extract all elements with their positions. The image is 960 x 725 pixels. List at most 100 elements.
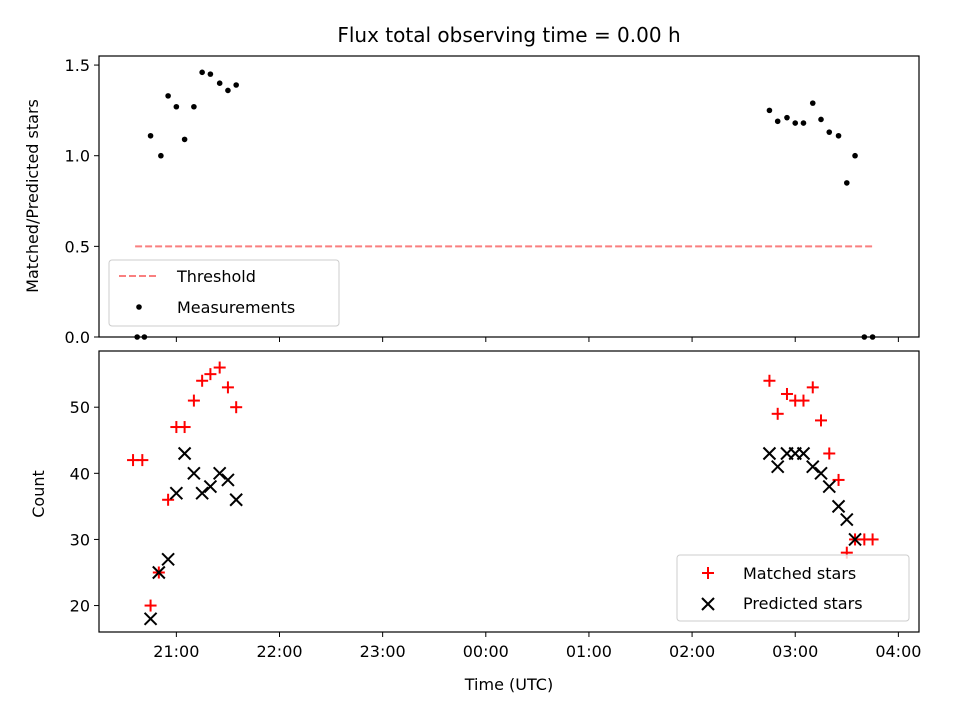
matched-star-point [780,387,793,400]
predicted-star-marker-b [806,459,820,474]
predicted-star-point [848,532,862,547]
measurement-point [861,334,868,340]
bottom-y-tick-label: 40 [70,464,90,483]
top-axes-frame [98,55,920,338]
top-y-tick-label: 1.0 [65,147,90,166]
predicted-star-marker-b [187,466,201,481]
top-y-tick-label: 1.5 [65,56,90,75]
matched-star-point [221,381,234,394]
matched-star-point [797,394,810,407]
threshold-legend-label: Threshold [176,267,256,286]
measurement-point [869,334,876,340]
matched-stars-legend-label: Matched stars [743,564,856,583]
matched-star-point [815,414,828,427]
matched-star-point [213,361,226,374]
predicted-star-point [152,565,166,580]
predicted-star-marker-b [822,479,836,494]
measurement-point [141,334,148,340]
measurement-point [843,180,850,186]
matched-star-point [196,374,209,387]
measurement-point [147,132,154,139]
matched-stars-legend-marker [702,567,714,579]
bottom-legend: Matched stars Predicted stars [676,554,910,622]
predicted-star-point [161,552,175,566]
predicted-star-marker-b [770,459,785,474]
predicted-star-marker-b [814,466,828,481]
bottom-x-tick-label: 03:00 [772,642,818,661]
bottom-x-tick-label: 00:00 [463,642,509,661]
measurement-point [826,129,833,135]
measurement-point [784,114,790,121]
predicted-star-point [831,499,846,514]
bottom-x-tick-label: 22:00 [256,642,302,661]
bottom-y-tick-label: 20 [70,597,90,616]
predicted-star-point [770,459,785,474]
predicted-star-marker-b [161,552,175,566]
predicted-star-marker-b [840,512,854,527]
predicted-star-point [806,459,820,474]
top-legend: Threshold Measurements [108,259,340,327]
predicted-star-point [203,479,218,494]
predicted-star-point [143,612,158,626]
predicted-star-point [169,486,184,500]
predicted-star-point [796,446,811,461]
predicted-star-point [177,446,192,461]
predicted-stars-legend-label: Predicted stars [743,594,863,613]
predicted-star-point [212,466,227,481]
top-panel: 0.0 0.5 1.0 1.5 [65,55,920,347]
predicted-star-point [840,512,854,527]
matched-star-point [187,394,200,407]
matched-star-point [866,533,879,546]
measurement-point [818,116,824,123]
predicted-star-point [195,486,209,500]
matched-star-point [162,493,175,506]
matched-star-point [178,421,191,434]
measurement-point [774,118,781,125]
measurement-point [809,100,816,106]
measurement-point [835,132,842,139]
predicted-star-point [221,473,235,487]
predicted-star-marker-b [177,446,192,461]
predicted-star-marker-b [203,479,218,494]
predicted-star-marker-b [212,466,227,481]
bottom-x-tick-label: 04:00 [875,642,921,661]
matched-star-point [136,454,149,467]
matched-star-point [763,374,776,387]
bottom-legend-frame [676,554,910,622]
top-y-axis-label: Matched/Predicted stars [23,99,42,293]
predicted-star-marker-b [848,532,862,547]
bottom-y-axis-label: Count [29,470,48,518]
measurement-point [233,82,239,88]
predicted-star-marker-b [762,446,777,461]
predicted-star-point [229,493,243,507]
measurement-point [158,152,164,159]
matched-star-point [806,381,819,394]
measurement-point [207,71,214,77]
matched-star-point [144,599,157,612]
predicted-star-marker-b [796,446,811,461]
predicted-star-marker-b [152,565,166,580]
matched-star-point [771,407,784,420]
bottom-y-tick-label: 50 [70,398,90,417]
measurement-point [199,69,205,76]
bottom-x-tick-label: 21:00 [153,642,199,661]
predicted-star-point [187,466,201,481]
bottom-y-tick-label: 30 [70,530,90,549]
bottom-x-tick-label: 23:00 [360,642,406,661]
measurement-point [852,152,858,159]
top-legend-frame [108,259,340,327]
measurement-point [134,334,140,340]
predicted-star-point [762,446,777,461]
predicted-star-marker-b [195,486,209,500]
predicted-star-marker-b [831,499,846,514]
top-y-tick-label: 0.0 [65,328,90,347]
predicted-star-marker-b [169,486,184,500]
predicted-star-marker-b [229,493,243,507]
measurements-legend-label: Measurements [177,298,295,317]
matched-star-point [230,401,243,414]
measurement-point [800,120,807,126]
matched-star-point [204,368,217,381]
predicted-star-point [822,479,836,494]
